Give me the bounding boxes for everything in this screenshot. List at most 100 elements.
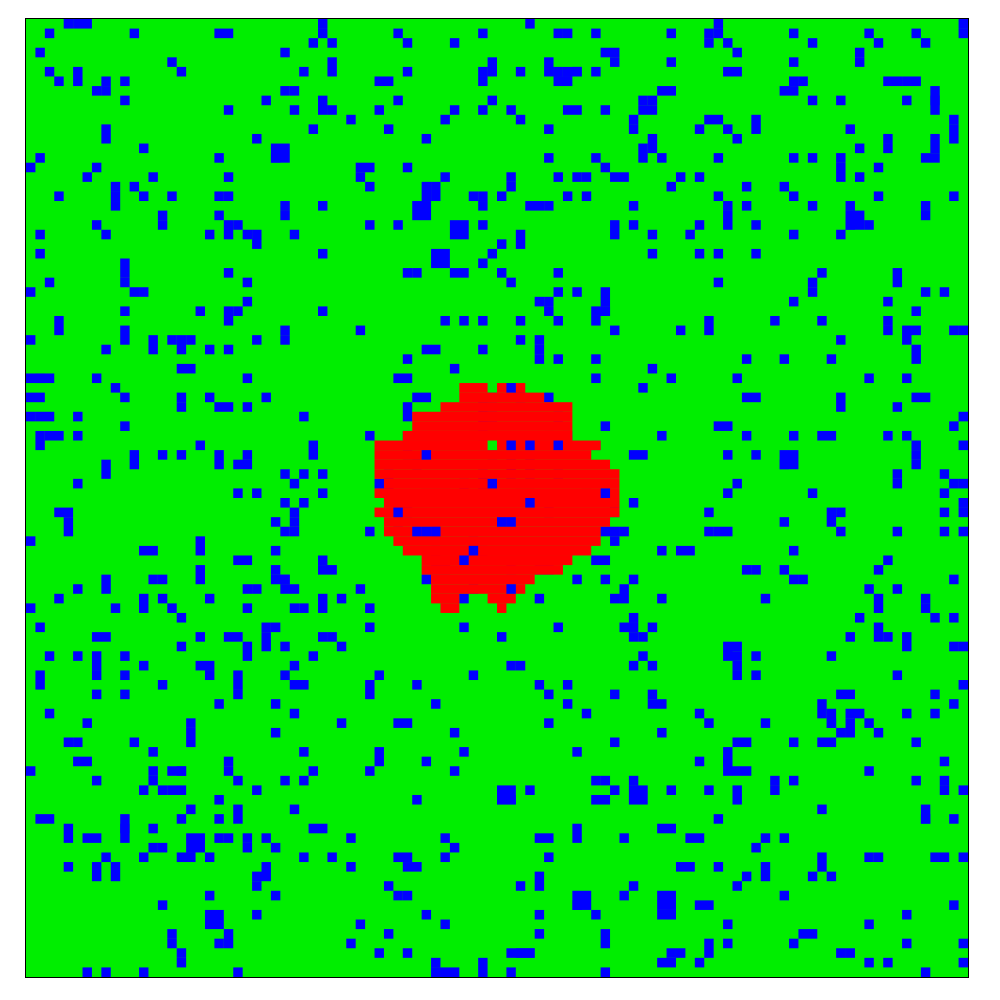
- blue-cell: [487, 95, 497, 106]
- blue-cell: [920, 967, 931, 977]
- blue-cell: [91, 220, 102, 230]
- blue-cell: [468, 545, 479, 556]
- blue-cell: [393, 95, 403, 106]
- blue-cell: [402, 402, 413, 422]
- blue-cell: [233, 306, 243, 316]
- blue-cell: [600, 775, 611, 786]
- blue-cell: [101, 124, 111, 144]
- blue-cell: [883, 325, 893, 336]
- blue-cell: [666, 181, 676, 192]
- blue-cell: [299, 469, 309, 479]
- blue-cell: [949, 114, 959, 125]
- blue-cell: [732, 766, 752, 776]
- blue-cell: [591, 555, 611, 566]
- blue-cell: [939, 526, 950, 537]
- blue-cell: [694, 248, 705, 259]
- blue-cell: [35, 248, 45, 259]
- blue-cell: [421, 450, 432, 460]
- blue-cell: [440, 114, 450, 125]
- blue-cell: [431, 699, 441, 709]
- blue-cell: [873, 622, 884, 642]
- blue-cell: [864, 28, 874, 39]
- blue-cell: [478, 957, 488, 977]
- blue-cell: [939, 785, 950, 795]
- blue-cell: [600, 421, 611, 431]
- blue-cell: [572, 747, 582, 757]
- blue-cell: [911, 459, 921, 470]
- blue-cell: [270, 699, 281, 709]
- blue-cell: [110, 181, 121, 192]
- blue-cell: [289, 105, 300, 115]
- blue-cell: [280, 47, 290, 58]
- blue-cell: [289, 660, 300, 671]
- blue-cell: [289, 526, 300, 537]
- blue-cell: [26, 162, 36, 173]
- blue-cell: [63, 823, 74, 843]
- blue-cell: [657, 430, 667, 441]
- blue-cell: [35, 229, 45, 240]
- blue-cell: [930, 689, 940, 700]
- blue-cell: [233, 555, 253, 566]
- blue-cell: [214, 28, 234, 39]
- blue-cell: [515, 114, 526, 125]
- blue-cell: [562, 28, 573, 39]
- blue-cell: [723, 919, 733, 930]
- blue-cell: [120, 306, 130, 316]
- blue-cell: [252, 881, 262, 891]
- blue-cell: [402, 354, 413, 364]
- blue-cell: [836, 335, 846, 345]
- blue-cell: [120, 421, 130, 431]
- blue-cell: [289, 708, 300, 719]
- blue-cell: [252, 335, 262, 345]
- blue-cell: [515, 948, 535, 958]
- blue-cell: [704, 718, 714, 728]
- blue-cell: [327, 38, 337, 48]
- blue-cell: [440, 852, 450, 863]
- blue-cell: [902, 430, 912, 441]
- blue-cell: [270, 890, 281, 901]
- blue-cell: [393, 507, 403, 518]
- blue-cell: [459, 555, 469, 566]
- blue-cell: [318, 19, 328, 29]
- blue-cell: [751, 450, 761, 460]
- blue-cell: [591, 315, 601, 326]
- blue-cell: [318, 248, 328, 259]
- blue-cell: [666, 373, 676, 384]
- blue-cell: [949, 191, 959, 202]
- blue-cell: [402, 862, 422, 872]
- blue-cell: [732, 66, 742, 77]
- blue-cell: [628, 632, 639, 642]
- blue-cell: [63, 862, 74, 872]
- blue-cell: [91, 651, 102, 671]
- blue-cell: [657, 823, 676, 834]
- red-cell-run: [431, 593, 460, 604]
- blue-cell: [280, 335, 290, 345]
- blue-cell: [544, 296, 554, 307]
- grid-canvas: [26, 19, 968, 977]
- blue-cell: [365, 603, 375, 613]
- blue-cell: [214, 938, 224, 949]
- blue-cell: [647, 699, 667, 709]
- blue-cell: [920, 814, 931, 824]
- blue-cell: [675, 545, 695, 556]
- blue-cell: [920, 210, 931, 221]
- blue-cell: [751, 565, 761, 575]
- blue-cell: [73, 584, 83, 594]
- blue-cell: [280, 201, 290, 211]
- blue-cell: [402, 38, 413, 48]
- blue-cell: [204, 909, 224, 930]
- blue-cell: [54, 315, 64, 336]
- blue-cell: [553, 287, 563, 297]
- blue-cell: [666, 57, 676, 67]
- blue-cell: [836, 392, 846, 412]
- blue-cell: [440, 919, 450, 930]
- blue-cell: [685, 229, 695, 240]
- blue-cell: [195, 565, 205, 585]
- blue-cell: [675, 172, 686, 182]
- blue-cell: [91, 775, 102, 786]
- blue-cell: [892, 469, 903, 479]
- blue-cell: [760, 833, 771, 843]
- blue-cell: [657, 957, 676, 968]
- blue-cell: [195, 660, 215, 671]
- blue-cell: [252, 584, 262, 594]
